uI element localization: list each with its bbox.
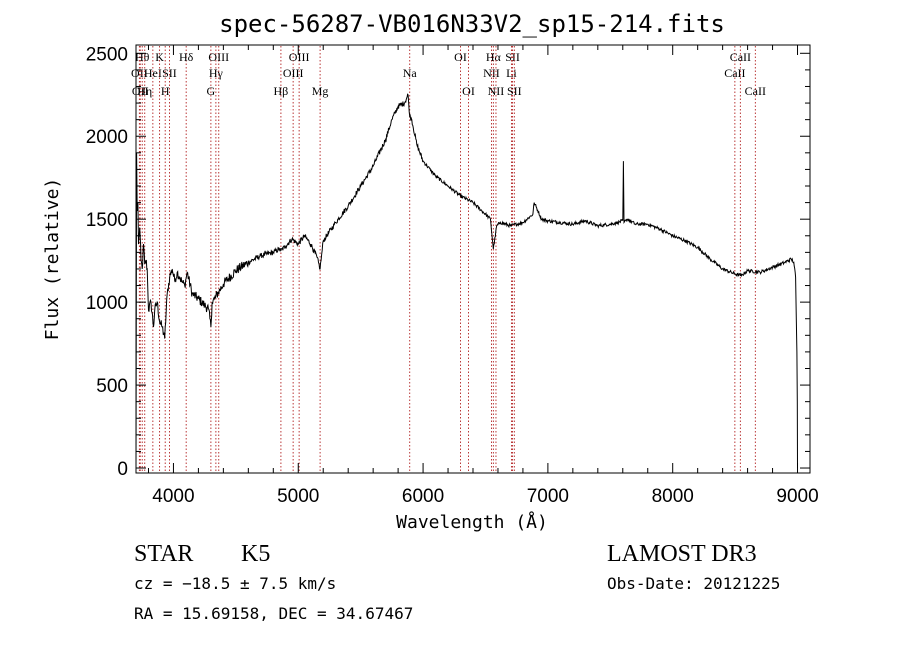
line-marker-label-16: Na (403, 66, 418, 80)
line-marker-label-2: Hθ (135, 50, 150, 64)
line-marker-label-26: CaII (730, 50, 751, 64)
spectral-subclass: K5 (241, 541, 270, 567)
line-marker-label-4: HeI (144, 66, 162, 80)
axes: 4000 5000 6000 7000 8000 9000 0 500 1000 1500 2000… (86, 44, 819, 507)
line-marker-label-9: G (207, 84, 216, 98)
line-marker-label-12: Hβ (274, 84, 289, 98)
line-marker-label-17: OI (454, 50, 467, 64)
line-marker-label-10: Hγ (209, 66, 224, 80)
spectrum-series (135, 93, 798, 469)
line-marker-label-23: SII (505, 50, 520, 64)
line-marker-label-7: SII (162, 66, 177, 80)
y-tick-label-3: 1500 (86, 210, 128, 231)
line-marker-label-5: K (155, 50, 164, 64)
x-axis-label: Wavelength (Å) (396, 511, 548, 533)
line-marker-label-11: OIII (208, 50, 229, 64)
x-tick-label-1: 5000 (277, 486, 319, 507)
y-axis-label: Flux (relative) (42, 178, 63, 341)
x-tick-label-3: 7000 (527, 486, 569, 507)
y-tick-label-4: 2000 (86, 127, 128, 148)
observation-date: Obs-Date: 20121225 (607, 574, 780, 593)
line-marker-label-3: Hη (137, 84, 152, 98)
line-marker-label-25: CaII (724, 66, 745, 80)
y-tick-label-5: 2500 (86, 44, 128, 65)
coordinates: RA = 15.69158, DEC = 34.67467 (134, 604, 413, 623)
chart-title: spec-56287-VB016N33V2_sp15-214.fits (219, 10, 725, 38)
redshift-velocity: cz = −18.5 ± 7.5 km/s (134, 574, 336, 593)
line-marker-label-0: OII (131, 66, 148, 80)
x-tick-label-2: 6000 (402, 486, 444, 507)
line-marker-label-14: OIII (289, 50, 310, 64)
object-class: STAR (134, 541, 193, 567)
x-tick-label-5: 9000 (776, 486, 818, 507)
spectrum-line (135, 93, 798, 469)
y-tick-label-1: 500 (96, 376, 128, 397)
y-tick-label-0: 0 (117, 459, 128, 480)
line-marker-label-19: NII (483, 66, 500, 80)
line-marker-label-18: OI (462, 84, 475, 98)
line-marker-label-27: CaII (745, 84, 766, 98)
y-tick-label-2: 1000 (86, 293, 128, 314)
survey-name: LAMOST DR3 (607, 541, 757, 567)
line-markers: OIIOIIHθHηHeIKHSIIHδGHγOIIIHβOIIIOIIIMgN… (131, 46, 766, 472)
line-marker-label-24: SII (507, 84, 522, 98)
line-marker-label-13: OIII (283, 66, 304, 80)
line-marker-label-8: Hδ (179, 50, 194, 64)
line-marker-label-22: Li (506, 66, 517, 80)
line-marker-label-6: H (161, 84, 170, 98)
x-tick-label-4: 8000 (652, 486, 694, 507)
line-marker-label-21: NII (488, 84, 505, 98)
line-marker-label-20: Hα (486, 50, 502, 64)
x-tick-label-0: 4000 (152, 486, 194, 507)
line-marker-label-15: Mg (312, 84, 329, 98)
